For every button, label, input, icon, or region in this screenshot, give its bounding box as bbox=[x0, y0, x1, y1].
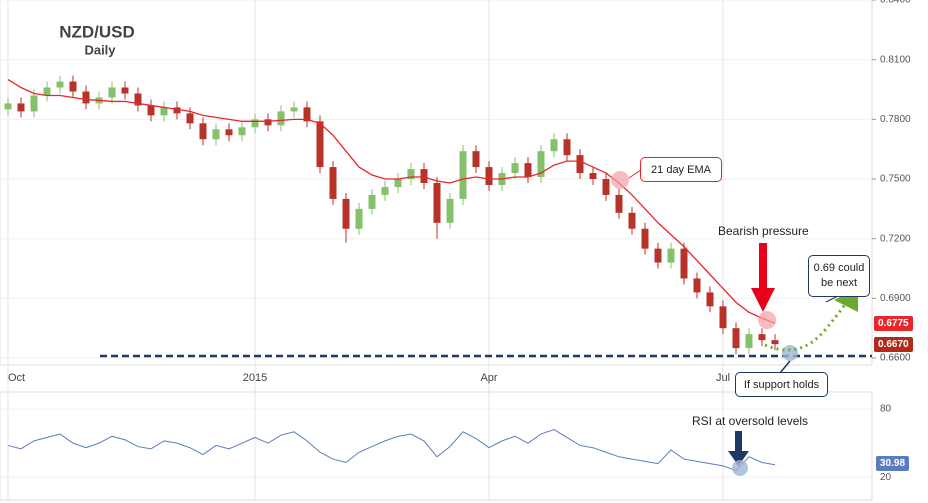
subtitle: Daily bbox=[84, 42, 116, 57]
y-tick-label: 0.7500 bbox=[880, 174, 911, 185]
candle-body bbox=[238, 127, 246, 136]
rsi-frame bbox=[0, 391, 873, 501]
x-tick-label: Jul bbox=[716, 372, 730, 384]
target-callout: 0.69 could be next bbox=[808, 255, 870, 297]
bearish-arrow bbox=[751, 243, 775, 312]
ema-callout: 21 day EMA bbox=[640, 157, 722, 182]
candle-body bbox=[264, 119, 272, 126]
candle-body bbox=[69, 81, 77, 92]
x-tick-label: Oct bbox=[8, 372, 25, 384]
candle-body bbox=[771, 340, 779, 345]
rsi-highlight bbox=[732, 460, 748, 476]
candle-body bbox=[485, 167, 493, 185]
y-tick-label: 0.8100 bbox=[880, 54, 911, 65]
candle-body bbox=[108, 87, 116, 98]
candle-body bbox=[316, 121, 324, 168]
candle-body bbox=[719, 306, 727, 329]
rsi-line bbox=[7, 428, 776, 472]
candle-body bbox=[433, 182, 441, 223]
candle-body bbox=[420, 169, 428, 183]
candle-body bbox=[732, 328, 740, 349]
candle-body bbox=[693, 278, 701, 293]
candle-body bbox=[303, 107, 311, 122]
candle-body bbox=[524, 163, 532, 178]
candle-body bbox=[290, 107, 298, 112]
candle-body bbox=[329, 167, 337, 199]
candle-body bbox=[537, 151, 545, 178]
candle-body bbox=[56, 81, 64, 88]
candle-body bbox=[173, 107, 181, 114]
candle-body bbox=[511, 163, 519, 174]
support-highlight bbox=[782, 345, 798, 361]
y-tick-label: 0.7800 bbox=[880, 114, 911, 125]
candle-body bbox=[121, 87, 129, 94]
candle-body bbox=[199, 123, 207, 140]
candle-body bbox=[394, 179, 402, 187]
candle-body bbox=[225, 129, 233, 136]
ema-highlight bbox=[758, 311, 776, 329]
candle-body bbox=[459, 151, 467, 199]
y-tick-label: 80 bbox=[880, 404, 892, 415]
support-callout: If support holds bbox=[735, 372, 828, 397]
callout-pointer bbox=[628, 169, 642, 179]
candle-body bbox=[277, 111, 285, 126]
candle-body bbox=[4, 103, 12, 110]
candle-body bbox=[82, 91, 90, 104]
candle-body bbox=[602, 179, 610, 195]
x-tick-label: 2015 bbox=[243, 372, 267, 384]
candle-body bbox=[472, 151, 480, 168]
candle-body bbox=[186, 113, 194, 124]
projection-path bbox=[764, 288, 859, 352]
ema-highlight bbox=[611, 171, 629, 189]
candle-body bbox=[667, 248, 675, 263]
rsi-arrow bbox=[728, 431, 749, 466]
candle-body bbox=[17, 103, 25, 112]
candle-body bbox=[446, 198, 454, 223]
y-tick-label: 0.8400 bbox=[880, 0, 911, 6]
ema-last-label: 0.6775 bbox=[874, 316, 913, 331]
candle-body bbox=[628, 212, 636, 229]
candle-body bbox=[342, 198, 350, 229]
rsi-note: RSI at oversold levels bbox=[692, 414, 809, 428]
candle-body bbox=[251, 119, 259, 128]
price-frame bbox=[0, 0, 873, 366]
candle-body bbox=[30, 95, 38, 112]
bearish-note: Bearish pressure bbox=[718, 224, 809, 238]
candle-body bbox=[758, 334, 766, 341]
candle-body bbox=[654, 248, 662, 263]
candle-body bbox=[212, 129, 220, 140]
rsi-last-label: 30.98 bbox=[876, 456, 910, 471]
candle-body bbox=[745, 334, 753, 349]
candle-body bbox=[381, 186, 389, 195]
candle-body bbox=[160, 107, 168, 116]
candle-body bbox=[641, 228, 649, 249]
candle-body bbox=[368, 194, 376, 209]
candle-body bbox=[563, 139, 571, 156]
candle-body bbox=[706, 292, 714, 307]
callout-pointer bbox=[779, 360, 791, 374]
y-tick-label: 0.6900 bbox=[880, 293, 911, 304]
candle-body bbox=[680, 248, 688, 279]
ema-line bbox=[7, 79, 776, 324]
candle-body bbox=[355, 208, 363, 229]
y-tick-label: 0.6600 bbox=[880, 353, 911, 364]
candle-body bbox=[615, 194, 623, 213]
candle-body bbox=[147, 105, 155, 116]
candle-body bbox=[134, 93, 142, 106]
x-tick-label: Apr bbox=[480, 372, 497, 384]
candle-body bbox=[550, 139, 558, 152]
candle-body bbox=[407, 169, 415, 180]
candle-body bbox=[576, 155, 584, 174]
candle-body bbox=[43, 87, 51, 96]
close-last-label: 0.6670 bbox=[874, 337, 913, 352]
title: NZD/USD bbox=[59, 22, 135, 41]
y-tick-label: 0.7200 bbox=[880, 233, 911, 244]
candle-body bbox=[589, 173, 597, 180]
callout-pointer bbox=[825, 295, 839, 303]
y-tick-label: 20 bbox=[880, 472, 892, 483]
